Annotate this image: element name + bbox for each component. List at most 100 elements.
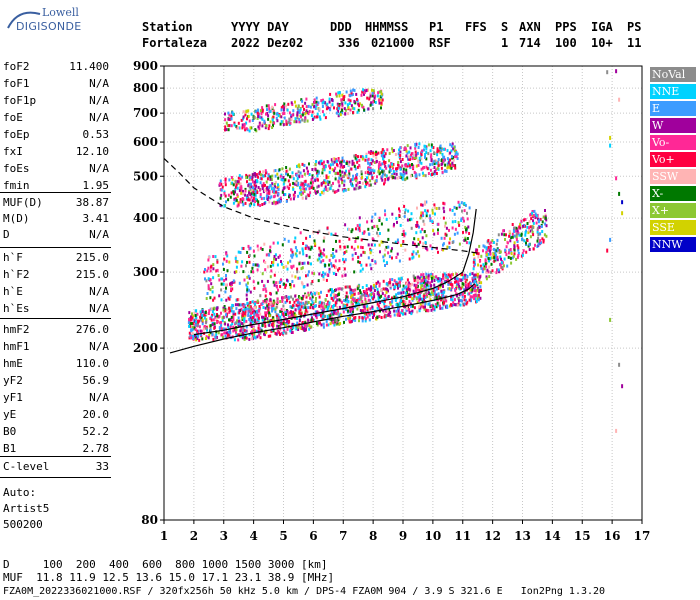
- echo-point: [416, 284, 419, 288]
- echo-point: [253, 318, 256, 322]
- echo-point: [420, 153, 423, 157]
- echo-point: [298, 175, 301, 179]
- echo-point: [194, 323, 197, 327]
- echo-point: [297, 164, 300, 168]
- echo-point: [437, 303, 440, 307]
- echo-point: [344, 173, 347, 177]
- echo-point: [439, 304, 441, 308]
- echo-point: [462, 230, 464, 234]
- echo-point: [430, 308, 433, 312]
- echo-point: [253, 286, 256, 290]
- echo-point: [223, 305, 226, 308]
- echo-point: [385, 306, 388, 310]
- echo-point: [257, 309, 260, 312]
- echo-point: [318, 313, 321, 316]
- echo-point: [398, 207, 400, 211]
- echo-point: [335, 94, 338, 98]
- param-value: N/A: [89, 162, 109, 175]
- echo-point: [262, 184, 265, 188]
- echo-point: [269, 120, 272, 124]
- echo-point: [257, 200, 260, 204]
- echo-point: [204, 268, 206, 271]
- footer-file-info: FZA0M_2022336021000.RSF / 320fx256h 50 k…: [3, 586, 606, 597]
- param-row: B1 2.78: [3, 442, 109, 459]
- echo-point: [466, 300, 469, 304]
- echo-point: [252, 280, 255, 284]
- echo-point: [242, 117, 244, 121]
- param-row: hmE 110.0: [3, 357, 109, 374]
- echo-point: [246, 117, 248, 121]
- echo-point: [258, 328, 261, 332]
- echo-point: [249, 320, 252, 324]
- echo-point: [421, 288, 424, 292]
- echo-point: [389, 168, 392, 172]
- echo-point: [320, 159, 323, 163]
- echo-point: [354, 240, 357, 243]
- echo-point: [477, 252, 480, 256]
- echo-point: [425, 293, 428, 297]
- echo-point: [325, 319, 328, 323]
- echo-point: [330, 296, 333, 300]
- echo-point: [277, 183, 279, 187]
- echo-point: [325, 278, 328, 282]
- echo-point: [305, 166, 308, 170]
- echo-point: [256, 299, 259, 303]
- echo-point: [340, 163, 343, 167]
- echo-point: [366, 304, 369, 308]
- echo-point: [445, 226, 448, 230]
- echo-point: [226, 124, 229, 127]
- echo-point: [491, 269, 494, 273]
- echo-point: [243, 321, 246, 325]
- echo-point: [430, 291, 433, 295]
- echo-point: [488, 242, 491, 246]
- echo-point: [380, 92, 383, 96]
- echo-point: [236, 204, 239, 208]
- echo-point: [341, 108, 344, 112]
- echo-point: [330, 264, 333, 268]
- echo-point: [380, 90, 382, 94]
- echo-point: [497, 250, 500, 254]
- echo-point: [423, 230, 426, 234]
- echo-point: [196, 323, 199, 327]
- echo-point: [203, 316, 206, 320]
- echo-point: [324, 185, 327, 189]
- echo-point: [278, 197, 281, 201]
- echo-point: [287, 296, 290, 300]
- echo-point: [439, 306, 442, 310]
- echo-point: [296, 267, 299, 271]
- echo-point: [212, 267, 215, 271]
- echo-point: [286, 319, 289, 323]
- echo-point: [233, 123, 236, 127]
- echo-point: [358, 185, 361, 189]
- echo-point: [418, 173, 421, 177]
- echo-point: [266, 317, 269, 321]
- echo-point: [507, 255, 510, 259]
- echo-point: [279, 309, 282, 313]
- echo-point: [322, 309, 324, 313]
- echo-point: [419, 297, 422, 301]
- echo-point: [273, 195, 275, 199]
- echo-point: [351, 177, 354, 181]
- echo-point: [363, 312, 366, 316]
- echo-point: [224, 112, 226, 116]
- echo-point: [188, 317, 190, 321]
- echo-point: [240, 118, 243, 122]
- echo-point: [483, 265, 486, 269]
- echo-point: [229, 331, 232, 335]
- echo-point: [262, 306, 265, 309]
- echo-point: [308, 110, 311, 113]
- echo-point: [328, 263, 330, 267]
- echo-point: [243, 278, 246, 282]
- echo-point: [513, 252, 516, 256]
- echo-point: [433, 289, 436, 293]
- echo-point: [304, 101, 307, 105]
- echo-point: [419, 302, 422, 306]
- echo-point: [327, 289, 330, 293]
- echo-point: [269, 301, 272, 305]
- echo-point: [285, 166, 288, 169]
- echo-point: [215, 269, 218, 273]
- echo-point: [532, 214, 535, 217]
- echo-point: [414, 276, 417, 280]
- echo-point: [223, 327, 226, 331]
- echo-point: [432, 229, 435, 233]
